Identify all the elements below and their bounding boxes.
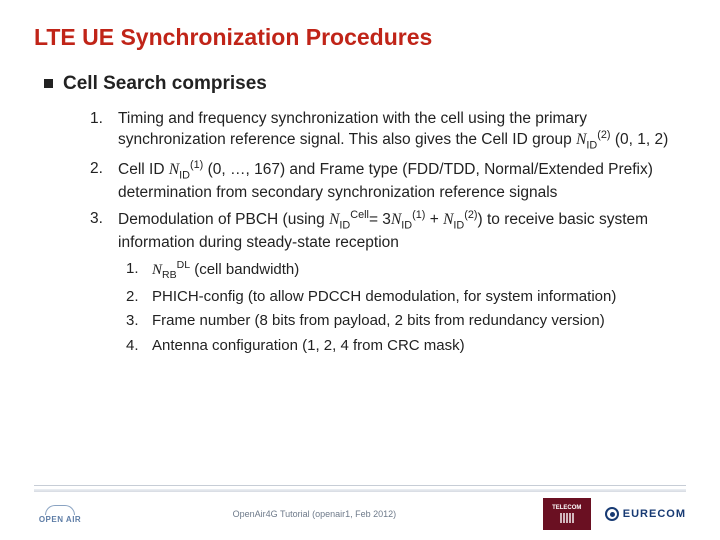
openair-logo: OPEN AIR	[34, 500, 86, 528]
item-text: (cell bandwidth)	[190, 261, 299, 278]
list-item: Frame number (8 bits from payload, 2 bit…	[126, 311, 676, 330]
outer-list: Timing and frequency synchronization wit…	[90, 109, 686, 355]
math-superscript: DL	[177, 259, 190, 271]
arc-icon	[45, 505, 75, 515]
list-item: Timing and frequency synchronization wit…	[90, 109, 676, 153]
item-text: (0, 1, 2)	[611, 131, 669, 148]
bullet-square-icon	[44, 79, 53, 88]
math-superscript: (2)	[464, 209, 477, 221]
slide: LTE UE Synchronization Procedures Cell S…	[0, 0, 720, 540]
telecom-logo: TELECOM	[543, 498, 591, 530]
math-subscript: ID	[339, 219, 350, 231]
item-text: Demodulation of PBCH (using	[118, 211, 329, 228]
item-text: Frame number (8 bits from payload, 2 bit…	[152, 312, 605, 329]
footer-row: OPEN AIR OpenAir4G Tutorial (openair1, F…	[0, 492, 720, 540]
item-text: = 3	[369, 211, 391, 228]
math-superscript: (2)	[597, 129, 610, 141]
math-superscript: (1)	[412, 209, 425, 221]
list-item: PHICH-config (to allow PDCCH demodulatio…	[126, 287, 676, 306]
math-variable: N	[329, 211, 339, 228]
openair-wordmark: OPEN AIR	[39, 515, 81, 524]
math-variable: N	[391, 211, 401, 228]
stripes-icon	[560, 513, 574, 523]
math-superscript: Cell	[350, 209, 369, 221]
divider-thin	[34, 485, 686, 486]
slide-subtitle: Cell Search comprises	[44, 73, 686, 95]
math-variable: N	[443, 211, 453, 228]
list-item: Antenna configuration (1, 2, 4 from CRC …	[126, 336, 676, 355]
slide-title: LTE UE Synchronization Procedures	[34, 24, 686, 51]
eurecom-logo: EURECOM	[605, 507, 686, 521]
list-item: Demodulation of PBCH (using NIDCell= 3NI…	[90, 209, 676, 355]
footer: OPEN AIR OpenAir4G Tutorial (openair1, F…	[0, 485, 720, 540]
list-item: Cell ID NID(1) (0, …, 167) and Frame typ…	[90, 159, 676, 203]
math-variable: N	[169, 161, 179, 178]
math-subscript: ID	[179, 169, 190, 181]
item-text: Antenna configuration (1, 2, 4 from CRC …	[152, 337, 465, 354]
logos-right: TELECOM EURECOM	[543, 498, 686, 530]
math-subscript: ID	[401, 219, 412, 231]
subtitle-text: Cell Search comprises	[63, 73, 267, 94]
math-variable: N	[576, 131, 586, 148]
eurecom-wordmark: EURECOM	[623, 508, 686, 520]
item-text: PHICH-config (to allow PDCCH demodulatio…	[152, 288, 616, 305]
inner-list: NRBDL (cell bandwidth) PHICH-config (to …	[126, 259, 676, 355]
footer-text: OpenAir4G Tutorial (openair1, Feb 2012)	[86, 509, 543, 519]
item-text: +	[425, 211, 443, 228]
math-subscript: ID	[586, 139, 597, 151]
item-text: Cell ID	[118, 161, 169, 178]
math-subscript: RB	[162, 269, 177, 281]
telecom-wordmark: TELECOM	[552, 505, 581, 511]
math-superscript: (1)	[190, 159, 203, 171]
list-item: NRBDL (cell bandwidth)	[126, 259, 676, 282]
item-text: Timing and frequency synchronization wit…	[118, 110, 587, 148]
math-subscript: ID	[453, 219, 464, 231]
math-variable: N	[152, 262, 162, 278]
ring-icon	[605, 507, 619, 521]
